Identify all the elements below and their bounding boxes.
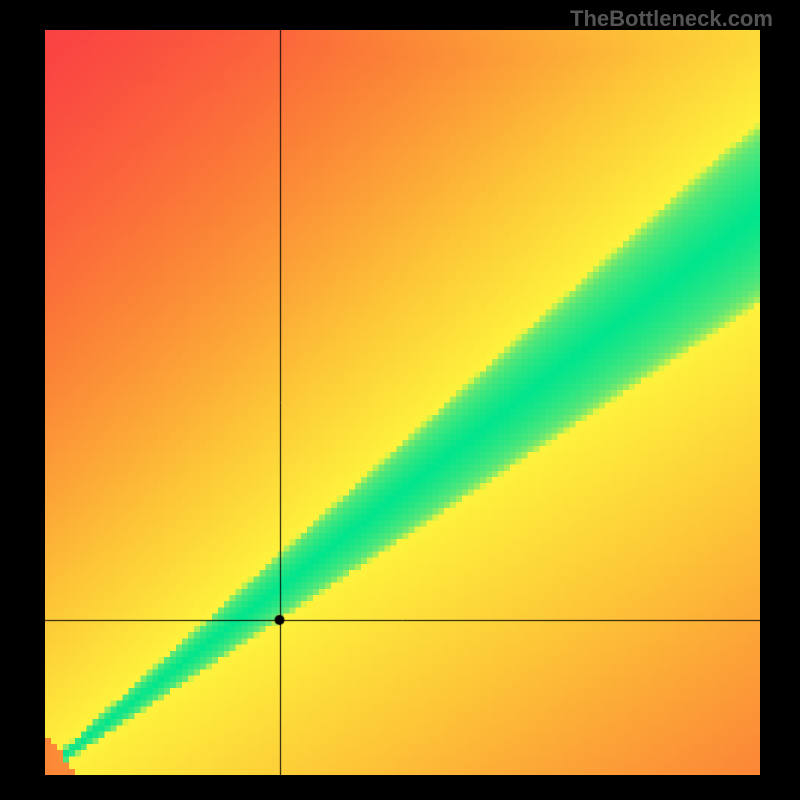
chart-container: TheBottleneck.com <box>0 0 800 800</box>
watermark-text: TheBottleneck.com <box>570 6 773 32</box>
bottleneck-heatmap <box>45 30 760 775</box>
